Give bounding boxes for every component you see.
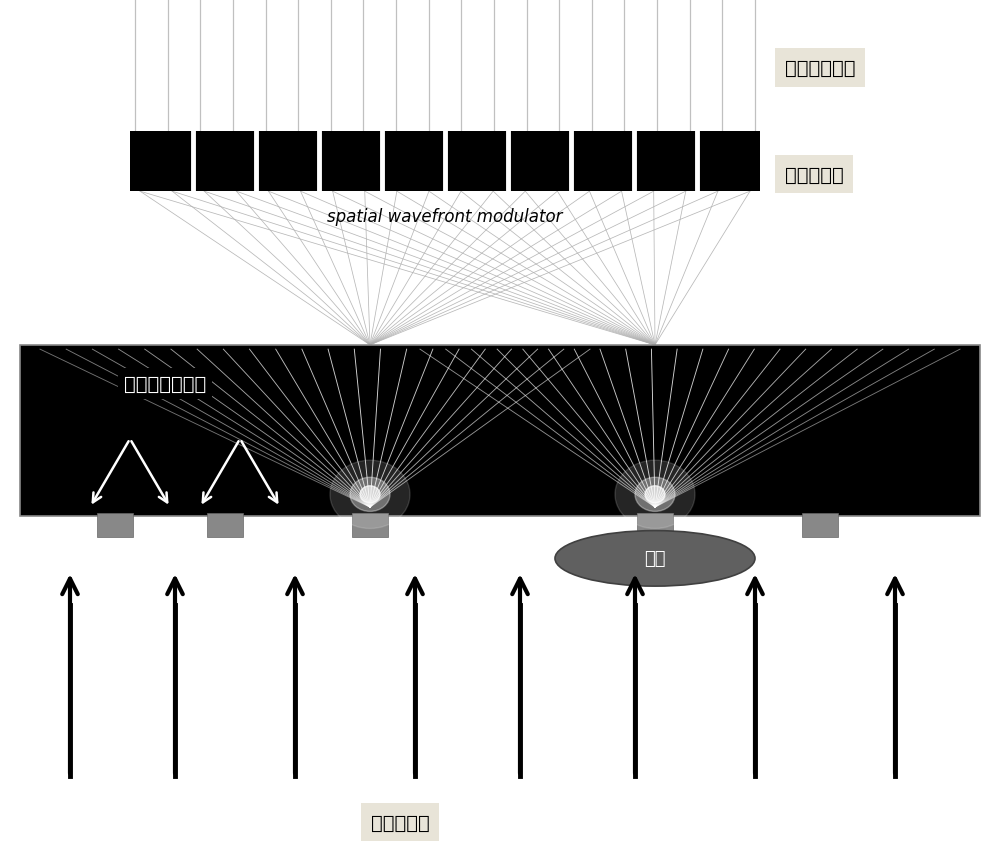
Bar <box>352 514 388 537</box>
Bar <box>20 345 980 516</box>
Text: 光电导天线单元: 光电导天线单元 <box>124 374 206 393</box>
Circle shape <box>635 478 675 512</box>
Text: 太赫兹波束: 太赫兹波束 <box>371 813 429 832</box>
Text: 样品: 样品 <box>644 549 666 568</box>
Circle shape <box>645 486 665 503</box>
Circle shape <box>350 478 390 512</box>
Bar <box>207 514 243 537</box>
Bar <box>637 514 673 537</box>
Text: 波前调制器: 波前调制器 <box>785 165 844 184</box>
Circle shape <box>330 461 410 529</box>
Bar <box>130 132 760 192</box>
Bar <box>802 514 838 537</box>
Text: 飞秒激光脉冲: 飞秒激光脉冲 <box>785 59 856 78</box>
Circle shape <box>360 486 380 503</box>
Ellipse shape <box>555 531 755 587</box>
Text: spatial wavefront modulator: spatial wavefront modulator <box>327 207 563 225</box>
Bar <box>97 514 133 537</box>
Circle shape <box>615 461 695 529</box>
